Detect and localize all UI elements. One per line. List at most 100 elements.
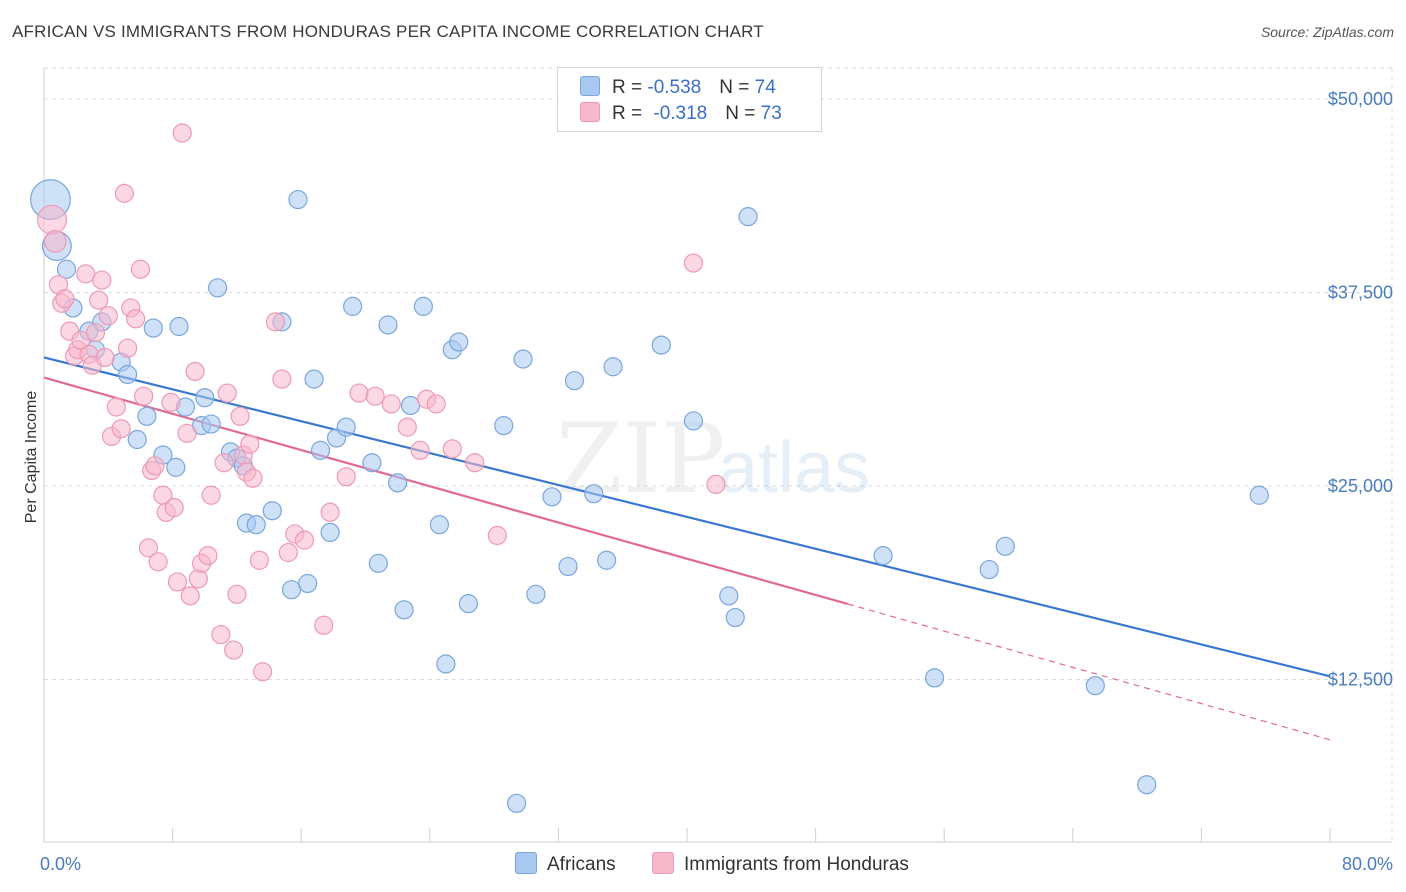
- data-point: [603, 357, 623, 377]
- data-point: [1137, 775, 1157, 795]
- data-point: [148, 552, 168, 572]
- legend-item-africans[interactable]: Africans: [515, 852, 616, 876]
- data-point: [138, 538, 159, 558]
- data-point: [487, 525, 507, 546]
- data-point: [198, 546, 218, 566]
- data-points: [30, 123, 1269, 813]
- data-point: [584, 484, 604, 504]
- data-point: [37, 204, 68, 235]
- data-point: [979, 559, 999, 580]
- series-legend: Africans Immigrants from Honduras: [0, 852, 1406, 876]
- data-point: [89, 290, 109, 310]
- data-point: [227, 584, 247, 604]
- watermark: ZIP atlas: [556, 403, 870, 515]
- data-point: [230, 406, 250, 426]
- data-point: [214, 453, 234, 473]
- data-point: [161, 392, 181, 412]
- data-point: [98, 306, 118, 326]
- data-point: [114, 183, 134, 203]
- data-point: [449, 332, 469, 352]
- data-point: [1085, 676, 1105, 696]
- legend-swatch-africans: [580, 76, 600, 96]
- data-point: [298, 573, 318, 594]
- data-point: [92, 270, 112, 290]
- data-point: [95, 347, 115, 368]
- data-point: [56, 259, 77, 279]
- data-point: [294, 530, 315, 550]
- data-point: [494, 415, 514, 436]
- data-point: [265, 312, 286, 332]
- data-point: [201, 485, 221, 505]
- data-point: [195, 388, 215, 408]
- y-axis-title: Per Capita Income: [23, 391, 40, 524]
- data-point: [426, 394, 446, 414]
- data-point: [117, 338, 138, 358]
- data-point: [378, 315, 398, 335]
- data-point: [246, 515, 266, 535]
- data-point: [597, 550, 617, 570]
- x-tick-label: 0.0%: [40, 854, 81, 874]
- data-point: [558, 556, 578, 577]
- data-point: [85, 323, 106, 343]
- y-tick-label: $25,000: [1328, 476, 1393, 496]
- data-point: [320, 502, 340, 522]
- data-point: [314, 615, 334, 635]
- data-point: [253, 662, 273, 682]
- data-point: [166, 457, 186, 477]
- data-point: [76, 264, 96, 284]
- data-point: [397, 417, 417, 437]
- data-point: [413, 296, 433, 316]
- data-point: [304, 369, 324, 389]
- data-point: [458, 594, 478, 614]
- stats-legend: R = -0.538 N = 74 R = -0.318 N = 73: [557, 67, 822, 132]
- data-point: [177, 423, 197, 443]
- tick-labels: $12,500 $25,000 $37,500 $50,000 0.0% 80.0%: [40, 89, 1393, 874]
- data-point: [111, 419, 131, 439]
- legend-swatch-honduras: [652, 852, 674, 874]
- data-point: [410, 440, 430, 460]
- data-point: [564, 371, 585, 391]
- data-point: [126, 309, 146, 329]
- legend-item-honduras[interactable]: Immigrants from Honduras: [652, 852, 909, 876]
- trend-line: [43, 356, 1331, 678]
- data-point: [1249, 485, 1269, 505]
- data-point: [719, 586, 739, 606]
- data-point: [320, 522, 340, 543]
- data-point: [143, 318, 163, 338]
- data-point: [349, 383, 369, 403]
- data-point: [683, 411, 704, 431]
- data-point: [542, 487, 562, 507]
- data-point: [137, 406, 157, 426]
- data-point: [134, 386, 154, 406]
- data-point: [208, 278, 228, 298]
- data-point: [683, 253, 704, 273]
- data-point: [249, 550, 270, 570]
- data-point: [169, 316, 189, 337]
- data-point: [224, 640, 244, 660]
- data-point: [288, 189, 308, 210]
- data-point: [725, 607, 745, 628]
- data-point: [172, 123, 192, 143]
- data-point: [507, 793, 527, 813]
- data-point: [368, 553, 388, 573]
- data-point: [343, 296, 363, 316]
- data-point: [436, 654, 456, 674]
- y-tick-label: $50,000: [1328, 89, 1393, 109]
- chart-title: AFRICAN VS IMMIGRANTS FROM HONDURAS PER …: [12, 22, 764, 41]
- data-point: [164, 498, 184, 518]
- data-point: [362, 453, 382, 473]
- data-point: [706, 474, 726, 495]
- data-point: [281, 580, 302, 600]
- data-point: [526, 584, 546, 604]
- data-point: [211, 624, 231, 645]
- data-point: [117, 364, 138, 385]
- data-point: [465, 453, 485, 473]
- data-point: [106, 397, 126, 417]
- data-point: [513, 349, 533, 369]
- data-point: [278, 542, 298, 563]
- data-point: [43, 229, 67, 253]
- data-point: [185, 361, 205, 382]
- legend-swatch-honduras: [580, 102, 600, 122]
- data-point: [873, 546, 893, 566]
